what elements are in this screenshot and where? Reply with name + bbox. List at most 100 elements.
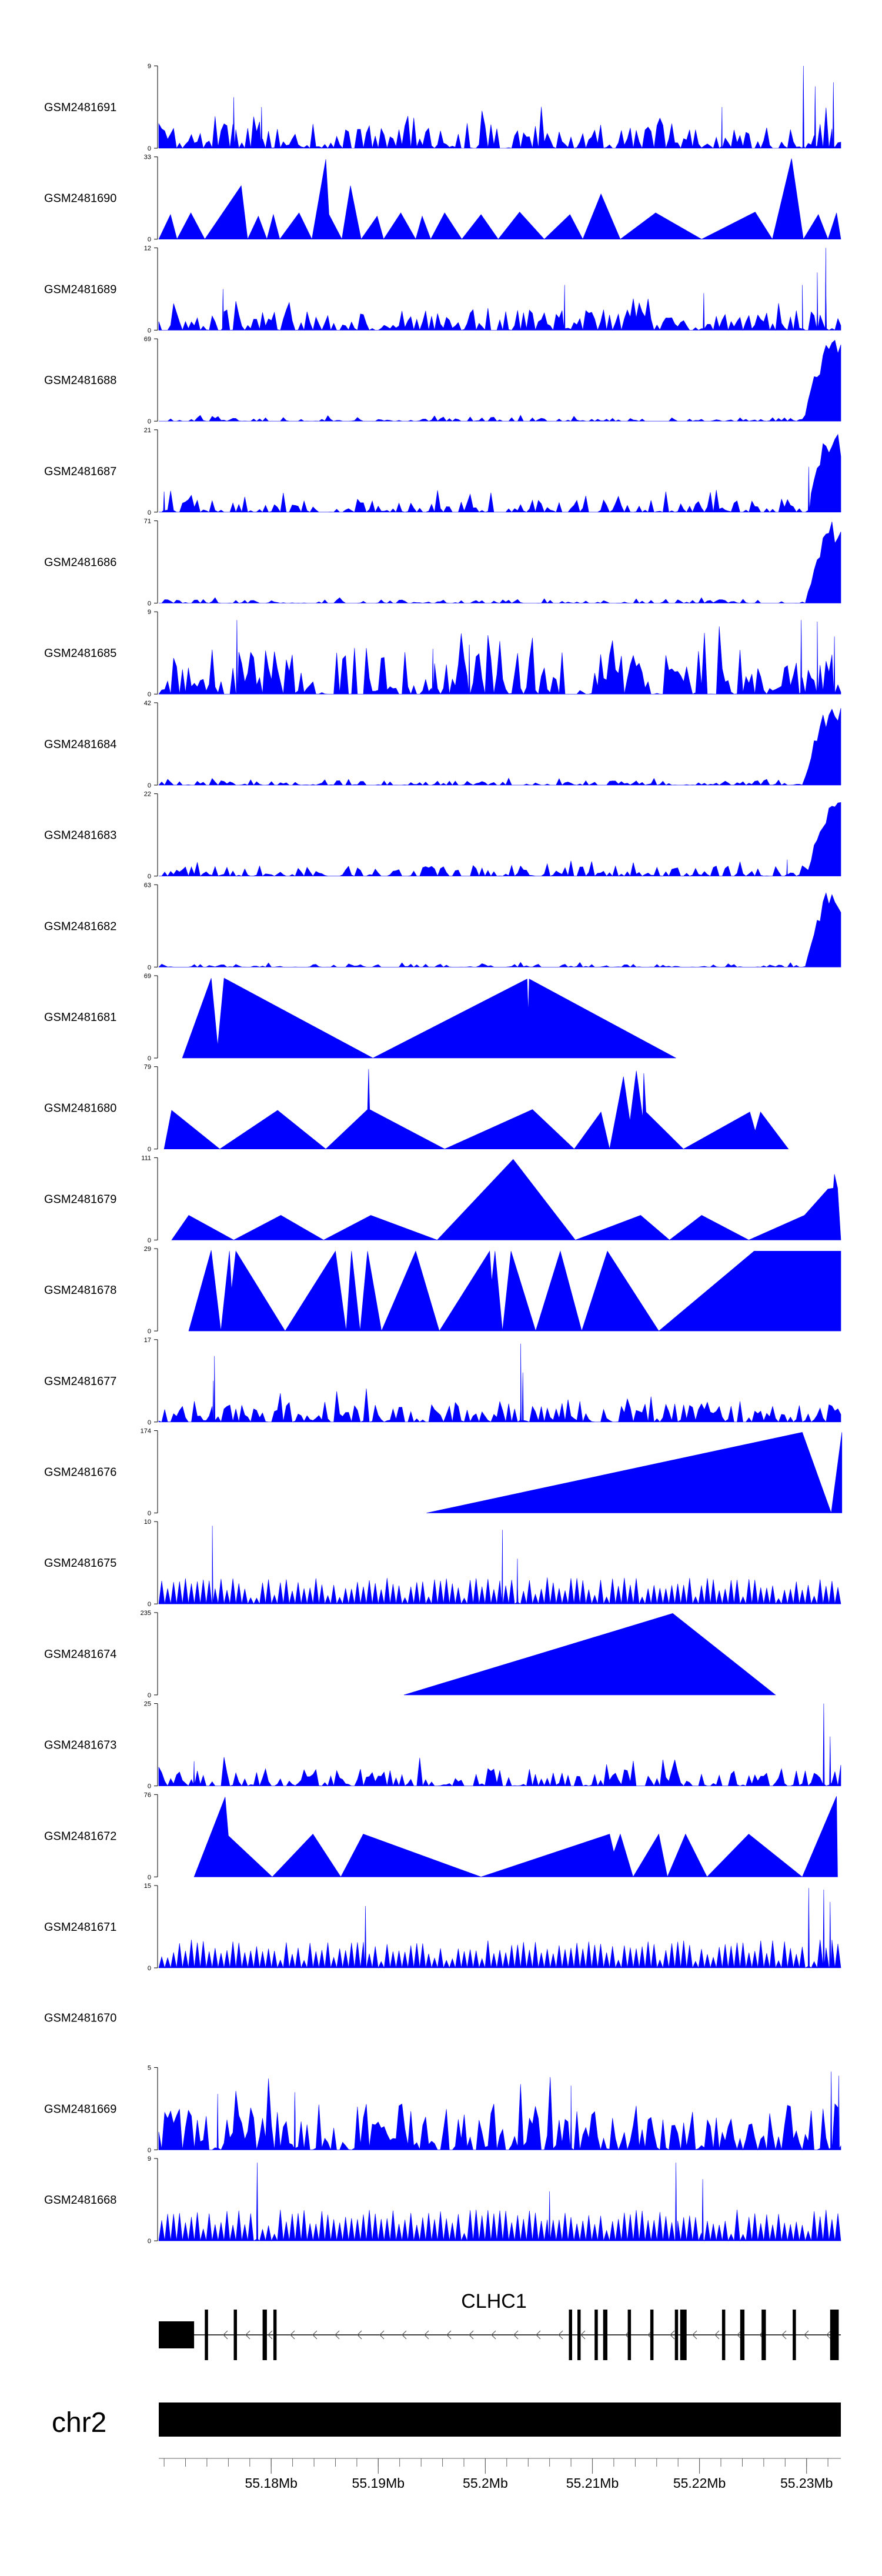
- track-gsm2481670: GSM2481670: [44, 2012, 116, 2025]
- y-axis-max-label: 12: [144, 245, 151, 252]
- strand-arrow-icon: [402, 2330, 407, 2340]
- gene-exon: [740, 2310, 745, 2360]
- track-gsm2481683: GSM2481683 22 0: [44, 791, 841, 880]
- x-axis-tick-label: 55.2Mb: [463, 2475, 508, 2491]
- chromosome-ideogram-bar: [159, 2403, 841, 2437]
- y-axis-max-label: 5: [148, 2064, 151, 2071]
- coverage-signal: [158, 892, 841, 967]
- track-label: GSM2481674: [44, 1648, 116, 1661]
- strand-arrow-icon: [469, 2330, 474, 2340]
- gene-exon: [721, 2310, 726, 2360]
- y-axis-max-label: 9: [148, 2155, 151, 2163]
- strand-arrow-icon: [714, 2330, 720, 2340]
- coverage-signal: [158, 2071, 841, 2151]
- strand-arrow-icon: [268, 2330, 273, 2340]
- genomic-coordinate-axis: 55.18Mb 55.19Mb 55.2Mb 55.21Mb 55.22Mb 55.23M…: [159, 2458, 841, 2491]
- track-label: GSM2481681: [44, 1011, 116, 1024]
- track-label: GSM2481686: [44, 556, 116, 569]
- track-gsm2481671: GSM2481671 15 0: [44, 1883, 841, 1972]
- y-axis-min-label: 0: [148, 1965, 151, 1972]
- track-label: GSM2481682: [44, 920, 116, 933]
- strand-arrow-icon: [379, 2330, 385, 2340]
- coverage-signal: [403, 1613, 776, 1696]
- track-label: GSM2481669: [44, 2103, 116, 2115]
- gene-exon: [205, 2310, 208, 2360]
- y-axis-max-label: 9: [148, 609, 151, 616]
- coverage-signal: [158, 158, 841, 240]
- y-axis-min-label: 0: [148, 1237, 151, 1244]
- strand-arrow-icon: [290, 2330, 295, 2340]
- track-label: GSM2481691: [44, 101, 116, 114]
- track-label: GSM2481680: [44, 1102, 116, 1115]
- y-axis-max-label: 235: [141, 1610, 151, 1617]
- y-axis-max-label: 21: [144, 427, 151, 434]
- y-axis-min-label: 0: [148, 418, 151, 425]
- strand-arrow-icon: [223, 2330, 228, 2340]
- gene-track: CLHC1: [159, 2290, 841, 2360]
- coverage-signal: [158, 1703, 841, 1787]
- strand-arrow-icon: [245, 2330, 250, 2340]
- track-gsm2481672: GSM2481672 76 0: [44, 1791, 838, 1881]
- y-axis-max-label: 10: [144, 1519, 151, 1526]
- track-label: GSM2481690: [44, 192, 116, 205]
- coverage-signal: [188, 1250, 841, 1332]
- y-axis-min-label: 0: [148, 1510, 151, 1517]
- strand-arrow-icon: [781, 2330, 787, 2340]
- track-gsm2481686: GSM2481686 71 0: [44, 518, 841, 608]
- coverage-signal: [158, 620, 841, 695]
- gene-exon: [233, 2310, 237, 2360]
- track-gsm2481668: GSM2481668 9 0: [44, 2155, 841, 2245]
- y-axis-min-label: 0: [148, 782, 151, 789]
- track-gsm2481679: GSM2481679 111 0: [44, 1154, 841, 1244]
- signal-tracks: GSM248169190GSM2481690330GSM2481689120GS…: [44, 63, 843, 2245]
- y-axis-max-label: 63: [144, 882, 151, 889]
- y-axis-min-label: 0: [148, 145, 151, 152]
- y-axis-min-label: 0: [148, 2238, 151, 2245]
- gene-exon: [594, 2310, 598, 2360]
- track-gsm2481678: GSM2481678 29 0: [44, 1246, 841, 1335]
- gene-exon: [603, 2310, 607, 2360]
- track-label: GSM2481673: [44, 1739, 116, 1752]
- y-axis-min-label: 0: [148, 600, 151, 608]
- strand-arrow-icon: [491, 2330, 496, 2340]
- track-label: GSM2481672: [44, 1830, 116, 1843]
- x-axis-tick-label: 55.21Mb: [566, 2475, 619, 2491]
- strand-arrow-icon: [692, 2330, 697, 2340]
- y-axis-max-label: 25: [144, 1701, 151, 1708]
- gene-exon: [273, 2310, 277, 2360]
- strand-arrow-icon: [558, 2330, 563, 2340]
- gene-exon: [569, 2310, 572, 2360]
- chromosome-label: chr2: [52, 2407, 106, 2438]
- track-label: GSM2481689: [44, 283, 116, 296]
- coverage-signal: [163, 1069, 789, 1150]
- track-gsm2481688: GSM2481688 69 0: [44, 336, 841, 425]
- gene-exon: [262, 2310, 267, 2360]
- track-label: GSM2481683: [44, 829, 116, 842]
- y-axis-max-label: 17: [144, 1337, 151, 1344]
- y-axis-min-label: 0: [148, 2147, 151, 2154]
- y-axis-max-label: 69: [144, 973, 151, 980]
- y-axis-min-label: 0: [148, 691, 151, 698]
- track-label: GSM2481685: [44, 647, 116, 660]
- coverage-signal: [159, 339, 841, 422]
- y-axis-min-label: 0: [148, 1055, 151, 1062]
- y-axis-max-label: 29: [144, 1246, 151, 1253]
- gene-model: [159, 2310, 841, 2360]
- y-axis-min-label: 0: [148, 236, 151, 243]
- gene-exon: [793, 2310, 796, 2360]
- track-gsm2481687: GSM2481687 21 0: [44, 427, 841, 516]
- track-gsm2481675: GSM2481675 10 0: [44, 1519, 841, 1608]
- coverage-signal: [426, 1432, 843, 1513]
- y-axis-min-label: 0: [148, 1419, 151, 1426]
- track-gsm2481682: GSM2481682 63 0: [44, 882, 841, 971]
- strand-arrow-icon: [580, 2330, 586, 2340]
- strand-arrow-icon: [826, 2330, 831, 2340]
- track-gsm2481677: GSM2481677 17 0: [44, 1337, 841, 1426]
- coverage-signal: [159, 802, 841, 877]
- track-gsm2481680: GSM2481680 79 0: [44, 1064, 789, 1153]
- coverage-signal: [158, 65, 841, 149]
- y-axis-max-label: 79: [144, 1064, 151, 1071]
- track-gsm2481674: GSM2481674 235 0: [44, 1610, 776, 1699]
- y-axis-max-label: 9: [148, 63, 151, 70]
